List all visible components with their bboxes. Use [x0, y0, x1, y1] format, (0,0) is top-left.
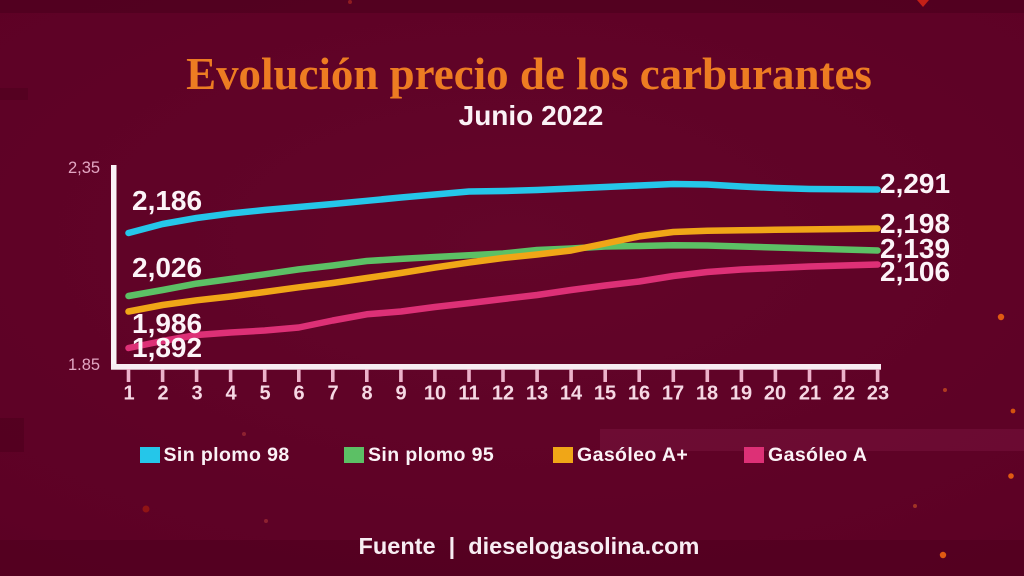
svg-text:12: 12 [492, 383, 514, 405]
svg-text:5: 5 [259, 383, 270, 405]
svg-text:15: 15 [594, 383, 616, 405]
svg-text:23: 23 [867, 383, 889, 405]
svg-text:6: 6 [293, 383, 304, 405]
svg-text:1: 1 [123, 383, 134, 405]
svg-text:10: 10 [424, 383, 446, 405]
svg-text:21: 21 [799, 383, 821, 405]
svg-text:17: 17 [662, 383, 684, 405]
svg-text:20: 20 [764, 383, 786, 405]
svg-text:9: 9 [395, 383, 406, 405]
svg-text:19: 19 [730, 383, 752, 405]
svg-text:3: 3 [191, 383, 202, 405]
svg-text:14: 14 [560, 383, 583, 405]
svg-text:8: 8 [361, 383, 372, 405]
svg-text:11: 11 [458, 383, 479, 405]
svg-text:13: 13 [526, 383, 548, 405]
svg-text:7: 7 [327, 383, 338, 405]
svg-text:4: 4 [225, 383, 237, 405]
svg-text:18: 18 [696, 383, 718, 405]
svg-text:22: 22 [833, 383, 855, 405]
svg-text:16: 16 [628, 383, 650, 405]
svg-text:2: 2 [157, 383, 168, 405]
